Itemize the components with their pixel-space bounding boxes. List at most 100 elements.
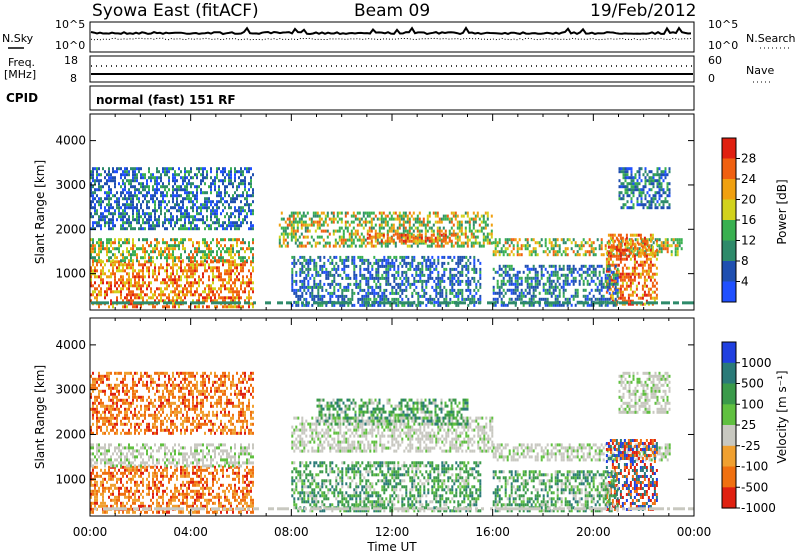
power-echo-cell bbox=[188, 259, 190, 263]
power-echo-cell bbox=[343, 258, 346, 262]
power-echo-cell bbox=[160, 212, 162, 216]
power-echo-cell bbox=[154, 227, 156, 231]
power-echo-cell bbox=[618, 179, 621, 183]
power-echo-cell bbox=[120, 194, 122, 198]
power-echo-cell bbox=[459, 270, 462, 274]
power-echo-cell bbox=[136, 259, 138, 263]
power-echo-cell bbox=[598, 264, 601, 268]
power-echo-cell bbox=[482, 220, 485, 224]
power-echo-cell bbox=[106, 287, 108, 291]
power-echo-cell bbox=[106, 173, 108, 177]
power-echo-cell bbox=[234, 299, 236, 303]
power-echo-cell bbox=[479, 282, 482, 286]
power-echo-cell bbox=[367, 303, 370, 307]
power-echo-cell bbox=[438, 236, 441, 240]
power-echo-cell bbox=[236, 221, 238, 225]
power-echo-cell bbox=[510, 288, 513, 292]
power-echo-cell bbox=[296, 238, 299, 242]
power-echo-cell bbox=[218, 194, 220, 198]
power-echo-cell bbox=[188, 281, 190, 285]
power-echo-cell bbox=[226, 305, 228, 309]
power-echo-cell bbox=[242, 290, 244, 294]
power-echo-cell bbox=[455, 291, 458, 295]
power-echo-cell bbox=[456, 223, 459, 227]
power-echo-cell bbox=[439, 291, 442, 295]
power-echo-cell bbox=[130, 263, 132, 267]
power-echo-cell bbox=[628, 182, 631, 186]
power-echo-cell bbox=[222, 256, 224, 260]
power-echo-cell bbox=[132, 170, 134, 174]
power-echo-cell bbox=[381, 261, 384, 265]
power-echo-cell bbox=[492, 291, 495, 295]
power-echo-cell bbox=[664, 238, 667, 242]
power-echo-cell bbox=[609, 263, 612, 267]
power-echo-cell bbox=[506, 279, 509, 283]
power-echo-cell bbox=[210, 200, 212, 204]
power-echo-cell bbox=[407, 297, 410, 301]
power-echo-cell bbox=[122, 203, 124, 207]
power-echo-cell bbox=[102, 278, 104, 282]
power-echo-cell bbox=[606, 282, 609, 286]
power-echo-cell bbox=[122, 182, 124, 186]
power-echo-cell bbox=[190, 221, 192, 225]
power-echo-cell bbox=[632, 185, 635, 189]
power-echo-cell bbox=[516, 276, 519, 280]
power-echo-cell bbox=[357, 255, 360, 259]
power-echo-cell bbox=[630, 191, 633, 195]
power-echo-cell bbox=[160, 263, 162, 267]
power-echo-cell bbox=[622, 253, 625, 257]
power-echo-cell bbox=[306, 223, 309, 227]
power-echo-cell bbox=[606, 303, 609, 307]
power-echo-cell bbox=[232, 197, 234, 201]
power-echo-cell bbox=[476, 241, 479, 245]
power-echo-cell bbox=[128, 259, 130, 263]
power-echo-cell bbox=[456, 220, 459, 224]
power-echo-cell bbox=[496, 282, 499, 286]
power-echo-cell bbox=[374, 244, 377, 248]
power-echo-cell bbox=[427, 267, 430, 271]
power-echo-cell bbox=[600, 297, 603, 301]
power-echo-cell bbox=[158, 293, 160, 297]
power-echo-cell bbox=[506, 273, 509, 277]
power-echo-cell bbox=[214, 203, 216, 207]
power-echo-cell bbox=[658, 188, 661, 192]
power-echo-cell bbox=[504, 250, 507, 254]
power-echo-cell bbox=[218, 272, 220, 276]
power-echo-cell bbox=[98, 238, 100, 242]
power-echo-cell bbox=[110, 299, 112, 303]
power-echo-cell bbox=[100, 293, 102, 297]
power-echo-cell bbox=[238, 238, 240, 242]
power-echo-cell bbox=[140, 185, 142, 189]
power-echo-cell bbox=[96, 263, 98, 267]
power-echo-cell bbox=[588, 244, 591, 248]
power-echo-cell bbox=[142, 182, 144, 186]
power-echo-cell bbox=[610, 282, 613, 286]
power-echo-cell bbox=[162, 293, 164, 297]
power-echo-cell bbox=[473, 264, 476, 268]
power-echo-cell bbox=[325, 303, 328, 307]
power-echo-cell bbox=[447, 303, 450, 307]
power-echo-cell bbox=[636, 179, 639, 183]
power-echo-cell bbox=[164, 281, 166, 285]
power-echo-cell bbox=[340, 211, 343, 215]
power-echo-cell bbox=[480, 226, 483, 230]
power-echo-cell bbox=[120, 176, 122, 180]
power-echo-cell bbox=[293, 291, 296, 295]
power-echo-cell bbox=[660, 185, 663, 189]
power-echo-cell bbox=[102, 281, 104, 285]
power-echo-cell bbox=[160, 299, 162, 303]
power-echo-cell bbox=[312, 211, 315, 215]
power-echo-cell bbox=[136, 212, 138, 216]
power-echo-cell bbox=[652, 241, 655, 245]
power-echo-cell bbox=[168, 263, 170, 267]
power-echo-cell bbox=[196, 281, 198, 285]
power-echo-cell bbox=[244, 209, 246, 213]
power-echo-cell bbox=[635, 287, 638, 291]
power-echo-cell bbox=[228, 176, 230, 180]
power-echo-cell bbox=[416, 217, 419, 221]
power-echo-cell bbox=[437, 303, 440, 307]
power-echo-cell bbox=[178, 293, 180, 297]
power-echo-cell bbox=[636, 203, 639, 207]
power-echo-cell bbox=[122, 218, 124, 222]
power-echo-cell bbox=[108, 176, 110, 180]
